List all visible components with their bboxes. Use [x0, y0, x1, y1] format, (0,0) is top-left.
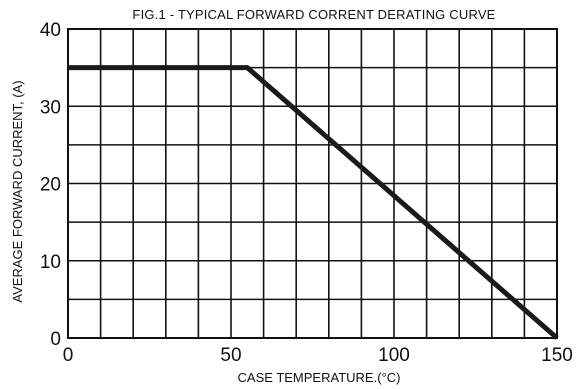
grid — [68, 29, 557, 338]
y-tick-label: 40 — [40, 20, 61, 41]
y-tick-label: 20 — [40, 175, 61, 196]
y-tick-label: 0 — [50, 329, 61, 350]
y-tick-labels: 0 10 20 30 40 — [40, 20, 61, 350]
y-tick-label: 10 — [40, 252, 61, 273]
x-tick-label: 150 — [541, 345, 573, 366]
x-tick-label: 0 — [63, 345, 74, 366]
x-tick-label: 50 — [220, 345, 241, 366]
x-tick-label: 100 — [378, 345, 410, 366]
x-tick-labels: 0 50 100 150 — [63, 345, 573, 366]
plot-frame — [67, 28, 558, 339]
x-axis-label: CASE TEMPERATURE.(°C) — [238, 370, 401, 385]
chart-title: FIG.1 - TYPICAL FORWARD CORRENT DERATING… — [132, 7, 495, 22]
y-axis-label: AVERAGE FORWARD CURRENT, (A) — [10, 80, 25, 302]
series-layer — [68, 65, 559, 340]
series-line-0 — [68, 65, 559, 340]
y-tick-label: 30 — [40, 97, 61, 118]
